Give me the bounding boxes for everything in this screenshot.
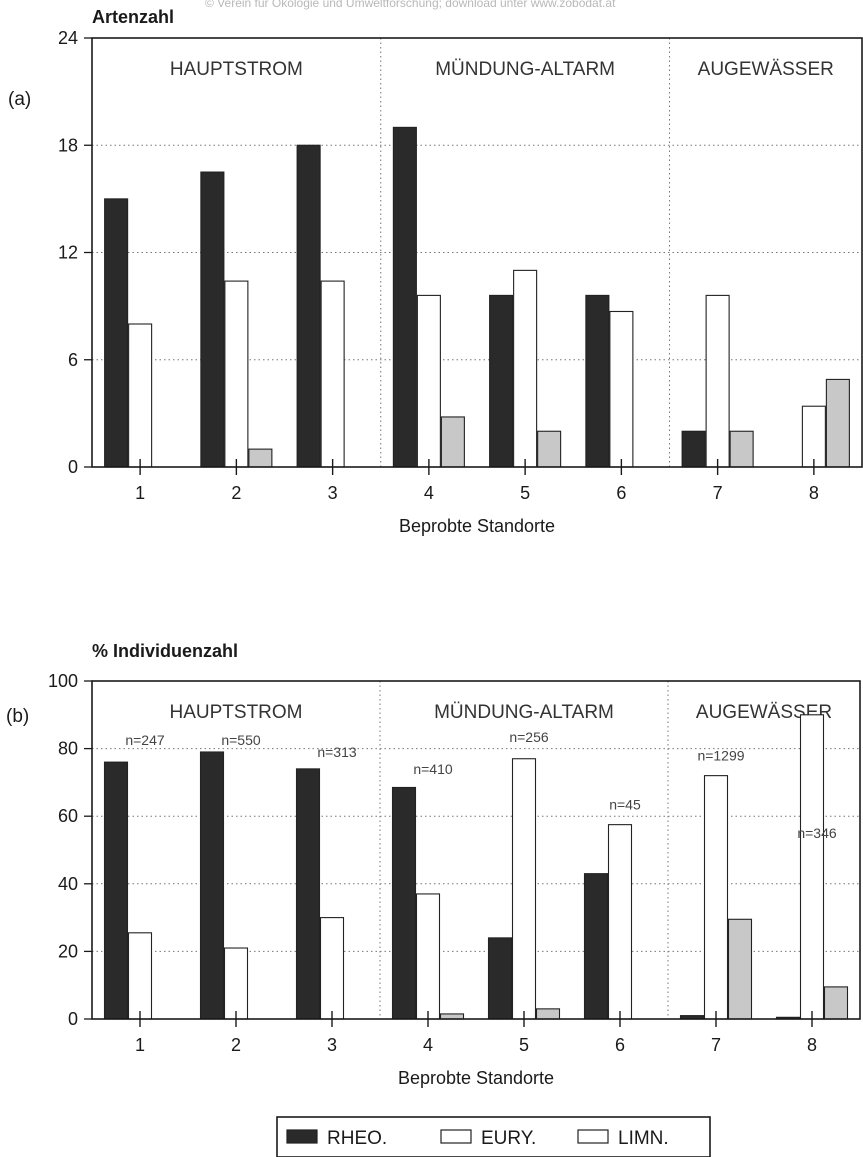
x-tick-label: 3 — [327, 1035, 337, 1055]
bar-eury — [319, 917, 345, 1020]
chart-title: % Individuenzahl — [92, 641, 238, 661]
legend-label-eury: EURY. — [481, 1128, 536, 1149]
y-tick-label: 20 — [58, 941, 78, 961]
x-tick-label: 8 — [809, 483, 819, 503]
bar-limn — [537, 430, 562, 468]
y-tick-label: 0 — [68, 457, 78, 477]
y-tick-label: 60 — [58, 806, 78, 826]
legend-swatch-limn — [577, 1129, 609, 1144]
legend: RHEO. EURY. LIMN. — [276, 1116, 711, 1157]
x-tick-label: 5 — [519, 1035, 529, 1055]
watermark-text: © Verein für Ökologie und Umweltforschun… — [205, 0, 616, 10]
bar-limn — [727, 918, 753, 1020]
bar-eury — [799, 714, 825, 1020]
bar-eury — [705, 294, 730, 468]
bar-limn — [823, 986, 849, 1020]
x-tick-label: 5 — [520, 483, 530, 503]
x-tick-label: 2 — [231, 483, 241, 503]
bar-eury — [224, 280, 249, 468]
bar-eury — [511, 758, 537, 1020]
bar-annotation: n=247 — [125, 732, 165, 748]
y-tick-label: 40 — [58, 874, 78, 894]
x-axis-label: Beprobte Standorte — [399, 516, 555, 536]
bar-annotation: n=410 — [413, 761, 453, 777]
bar-eury — [703, 775, 729, 1020]
x-tick-label: 2 — [231, 1035, 241, 1055]
bar-annotation: n=550 — [221, 732, 261, 748]
bar-rheo — [391, 786, 417, 1020]
y-tick-label: 12 — [58, 243, 78, 263]
x-tick-label: 4 — [424, 483, 434, 503]
section-label: HAUPTSTROM — [170, 702, 303, 723]
x-tick-label: 7 — [711, 1035, 721, 1055]
section-label: MÜNDUNG-ALTARM — [435, 59, 615, 80]
legend-swatch-eury — [440, 1129, 472, 1144]
section-label: HAUPTSTROM — [170, 59, 303, 80]
bar-rheo — [487, 937, 513, 1020]
bar-annotation: n=45 — [609, 796, 641, 812]
x-tick-label: 6 — [616, 483, 626, 503]
plot-frame — [91, 680, 861, 1020]
legend-label-limn: LIMN. — [618, 1128, 669, 1149]
bar-rheo — [296, 144, 321, 468]
bar-annotation: n=313 — [317, 744, 357, 760]
bar-eury — [415, 893, 441, 1020]
x-tick-label: 7 — [713, 483, 723, 503]
bar-limn — [729, 430, 754, 468]
y-tick-label: 18 — [58, 135, 78, 155]
bar-eury — [416, 294, 441, 468]
panel-label: (b) — [6, 706, 29, 727]
bar-rheo — [200, 171, 225, 468]
bar-rheo — [489, 294, 514, 468]
x-tick-label: 4 — [423, 1035, 433, 1055]
y-tick-label: 24 — [58, 28, 78, 48]
bar-limn — [440, 416, 465, 468]
bar-rheo — [104, 198, 129, 468]
bar-rheo — [585, 294, 610, 468]
y-tick-label: 80 — [58, 739, 78, 759]
x-axis-label: Beprobte Standorte — [398, 1068, 554, 1088]
bar-limn — [535, 1008, 561, 1020]
bar-eury — [128, 323, 153, 468]
legend-swatch-rheo — [286, 1129, 318, 1144]
section-label: MÜNDUNG-ALTARM — [434, 702, 614, 723]
section-label: AUGEWÄSSER — [698, 59, 834, 80]
chart-individuenzahl: % Individuenzahl (b) 0 20 40 60 80 100 HAUPTSTRO… — [6, 641, 861, 1088]
panel-label: (a) — [8, 89, 31, 110]
x-tick-label: 1 — [135, 483, 145, 503]
bar-eury — [513, 269, 538, 468]
bar-rheo — [392, 126, 417, 468]
x-tick-label: 6 — [615, 1035, 625, 1055]
chart-title: Artenzahl — [92, 7, 174, 27]
bar-eury — [607, 824, 633, 1020]
section-label: AUGEWÄSSER — [696, 702, 832, 723]
x-tick-label: 1 — [135, 1035, 145, 1055]
bar-annotation: n=346 — [797, 825, 837, 841]
legend-box — [276, 1116, 711, 1157]
plot-frame — [91, 37, 863, 468]
bar-rheo — [681, 430, 706, 468]
bar-rheo — [103, 761, 129, 1020]
bar-eury — [801, 405, 826, 468]
bar-rheo — [295, 768, 321, 1020]
bar-eury — [127, 932, 153, 1020]
y-tick-label: 0 — [68, 1009, 78, 1029]
bar-limn — [248, 448, 273, 468]
y-tick-label: 6 — [68, 350, 78, 370]
bar-eury — [320, 280, 345, 468]
x-tick-label: 8 — [807, 1035, 817, 1055]
bar-annotation: n=256 — [509, 729, 549, 745]
legend-label-rheo: RHEO. — [327, 1128, 387, 1149]
bar-annotation: n=1299 — [697, 747, 744, 763]
x-tick-label: 3 — [328, 483, 338, 503]
bar-rheo — [199, 751, 225, 1020]
bar-eury — [223, 947, 249, 1020]
bar-eury — [609, 310, 634, 468]
bar-rheo — [583, 873, 609, 1020]
bar-limn — [825, 378, 850, 468]
y-tick-label: 100 — [48, 671, 78, 691]
